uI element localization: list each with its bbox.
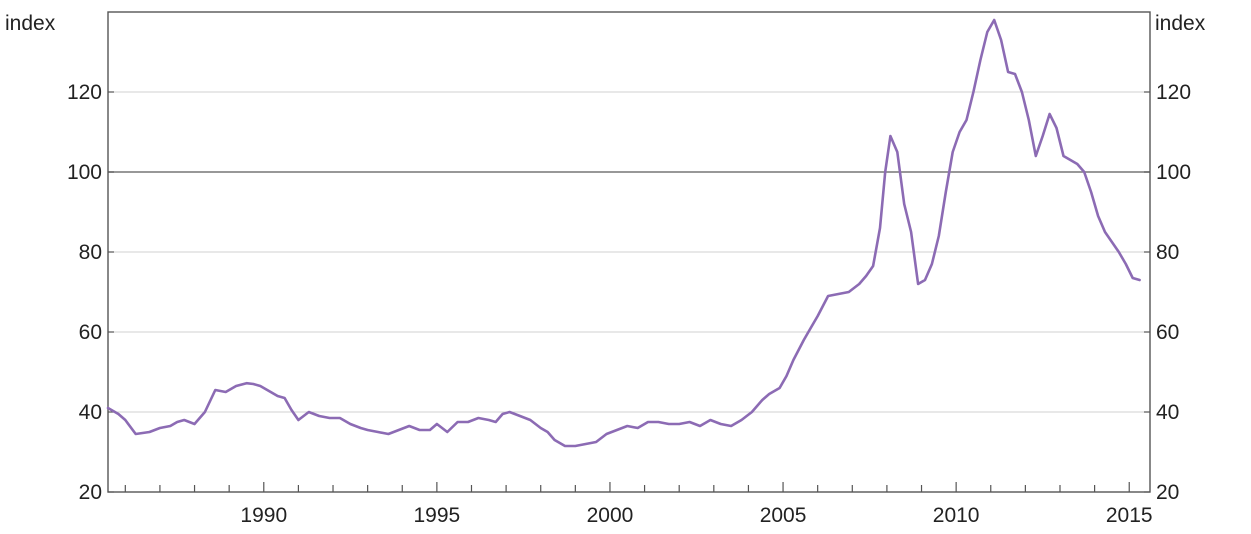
y-tick-label-left: 80 xyxy=(79,241,102,264)
y-tick-label-left: 120 xyxy=(67,81,102,104)
y-tick-label-right: 80 xyxy=(1156,241,1179,264)
y-tick-label-right: 20 xyxy=(1156,481,1179,504)
y-tick-label-right: 120 xyxy=(1156,81,1191,104)
x-tick-label: 2005 xyxy=(760,504,807,527)
y-tick-label-right: 100 xyxy=(1156,161,1191,184)
y-tick-label-right: 60 xyxy=(1156,321,1179,344)
axis-labels: index index 20 20 40 40 60 60 80 80 100 100 120 120… xyxy=(5,12,1206,527)
series-line-0 xyxy=(106,18,1141,448)
x-tick-label: 2010 xyxy=(933,504,980,527)
right-axis-unit-label: index xyxy=(1155,12,1206,35)
y-tick-label-left: 100 xyxy=(67,161,102,184)
y-tick-label-left: 20 xyxy=(79,481,102,504)
y-tick-label-left: 40 xyxy=(79,401,102,424)
x-tick-label: 1995 xyxy=(414,504,461,527)
series-layer xyxy=(106,18,1141,448)
y-tick-label-left: 60 xyxy=(79,321,102,344)
gridlines xyxy=(108,91,1150,413)
axis-ticks xyxy=(108,91,1150,493)
x-tick-label: 1990 xyxy=(240,504,287,527)
x-tick-label: 2015 xyxy=(1106,504,1153,527)
x-tick-label: 2000 xyxy=(587,504,634,527)
y-tick-label-right: 40 xyxy=(1156,401,1179,424)
left-axis-unit-label: index xyxy=(5,12,56,35)
